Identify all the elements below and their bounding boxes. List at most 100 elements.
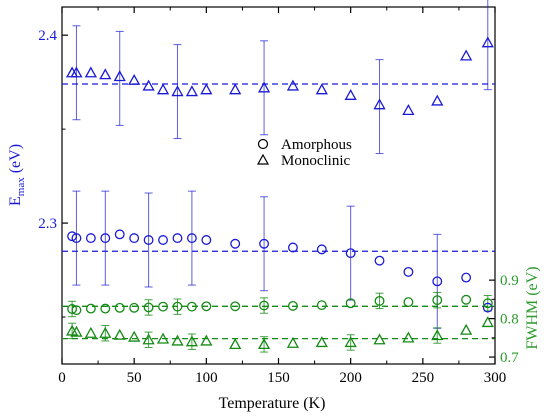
fit-lines	[62, 83, 495, 340]
point-emax_monoclinic	[315, 83, 328, 95]
point-emax_amorphous	[432, 276, 443, 287]
point-fwhm_monoclinic	[156, 332, 170, 344]
point-fwhm_monoclinic	[142, 333, 155, 345]
error-bars	[68, 0, 492, 353]
point-emax_amorphous	[158, 235, 168, 245]
plot-frame	[61, 6, 496, 365]
legend-label-monoclinic: Monoclinic	[281, 153, 350, 169]
point-emax_monoclinic	[257, 81, 271, 93]
axis-ticks: 0 50 100 150 200 250 300 2.3 2.4 0.7 0.8 0.9	[38, 7, 519, 386]
y-axis-right-label: FWHM (eV)	[524, 266, 541, 349]
point-emax_monoclinic	[84, 66, 97, 78]
x-tick-label: 200	[339, 370, 362, 386]
point-fwhm_monoclinic	[481, 316, 494, 328]
point-fwhm_amorphous	[67, 304, 78, 314]
y-right-tick-label: 0.8	[500, 312, 519, 328]
point-fwhm_amorphous	[129, 302, 140, 313]
x-tick-label: 0	[58, 370, 66, 386]
point-emax_monoclinic	[481, 36, 494, 48]
point-emax_amorphous	[85, 233, 96, 244]
point-emax_monoclinic	[402, 104, 415, 115]
point-emax_monoclinic	[344, 88, 357, 100]
legend-circle-marker	[257, 138, 269, 150]
y-axis-left-label: Emax (eV)	[7, 144, 27, 206]
point-fwhm_monoclinic	[99, 326, 112, 338]
point-fwhm_monoclinic	[460, 323, 473, 335]
point-emax_monoclinic	[286, 79, 300, 91]
point-fwhm_monoclinic	[402, 331, 415, 343]
y-right-tick-label: 0.9	[500, 273, 519, 289]
point-emax_amorphous	[287, 242, 298, 253]
point-emax_amorphous	[143, 235, 154, 245]
point-emax_monoclinic	[171, 85, 184, 97]
point-fwhm_amorphous	[71, 305, 82, 316]
y-right-tick-label: 0.7	[500, 350, 519, 366]
point-fwhm_amorphous	[461, 294, 472, 305]
point-fwhm_amorphous	[230, 301, 241, 312]
y-axis-left-label-main: E	[7, 196, 24, 206]
point-fwhm_amorphous	[201, 301, 212, 312]
point-fwhm_monoclinic	[113, 328, 126, 340]
plot-area-border	[61, 6, 496, 365]
point-fwhm_monoclinic	[171, 334, 184, 346]
point-fwhm_monoclinic	[286, 336, 300, 348]
point-fwhm_monoclinic	[70, 325, 83, 337]
point-emax_amorphous	[186, 233, 197, 244]
point-fwhm_amorphous	[100, 303, 111, 314]
point-emax_monoclinic	[200, 83, 213, 95]
point-fwhm_monoclinic	[257, 338, 271, 350]
y-axis-left-label-unit: (eV)	[7, 144, 24, 177]
point-fwhm_amorphous	[143, 302, 154, 313]
point-emax_amorphous	[374, 255, 385, 266]
point-emax_amorphous	[201, 235, 212, 245]
point-emax_monoclinic	[156, 83, 170, 95]
point-emax_monoclinic	[460, 49, 473, 61]
x-tick-label: 50	[127, 370, 142, 386]
point-emax_monoclinic	[229, 83, 242, 95]
legend-triangle-marker	[256, 153, 270, 165]
point-emax_amorphous	[403, 266, 414, 277]
point-fwhm_amorphous	[186, 301, 197, 312]
x-axis-label: Temperature (K)	[219, 395, 326, 412]
point-fwhm_amorphous	[345, 298, 356, 309]
point-fwhm_amorphous	[114, 302, 125, 313]
point-fwhm_monoclinic	[128, 330, 141, 342]
point-emax_monoclinic	[70, 66, 83, 78]
point-emax_monoclinic	[431, 94, 444, 106]
point-emax_amorphous	[100, 233, 111, 244]
point-fwhm_amorphous	[432, 295, 443, 306]
point-fwhm_monoclinic	[200, 334, 213, 346]
point-fwhm_monoclinic	[185, 335, 199, 347]
point-emax_monoclinic	[128, 73, 141, 85]
point-emax_amorphous	[461, 272, 472, 283]
y-left-tick-label: 2.4	[38, 28, 57, 44]
point-emax_monoclinic	[373, 98, 386, 110]
x-tick-label: 150	[267, 370, 290, 386]
point-fwhm_amorphous	[316, 300, 327, 311]
point-fwhm_amorphous	[85, 303, 96, 314]
y-left-tick-label: 2.3	[38, 216, 57, 232]
point-fwhm_monoclinic	[373, 333, 386, 345]
legend: Amorphous Monoclinic	[256, 137, 352, 169]
point-fwhm_monoclinic	[344, 336, 357, 348]
point-emax_monoclinic	[113, 70, 126, 82]
point-fwhm_amorphous	[158, 301, 168, 312]
x-tick-label: 100	[195, 370, 218, 386]
point-emax_amorphous	[114, 229, 125, 240]
point-emax_amorphous	[230, 238, 241, 249]
data-markers	[65, 36, 494, 350]
point-fwhm_monoclinic	[431, 329, 444, 341]
point-emax_monoclinic	[99, 68, 112, 80]
point-emax_amorphous	[67, 231, 78, 242]
point-emax_amorphous	[259, 238, 270, 249]
point-emax_monoclinic	[142, 79, 155, 91]
x-tick-label: 300	[484, 370, 507, 386]
y-axis-left-label-subscript: max	[15, 177, 27, 196]
point-fwhm_monoclinic	[84, 326, 97, 338]
x-tick-label: 250	[412, 370, 435, 386]
point-emax_amorphous	[316, 244, 327, 255]
point-fwhm_amorphous	[482, 298, 493, 309]
point-emax_monoclinic	[185, 85, 199, 97]
point-fwhm_monoclinic	[229, 338, 242, 350]
